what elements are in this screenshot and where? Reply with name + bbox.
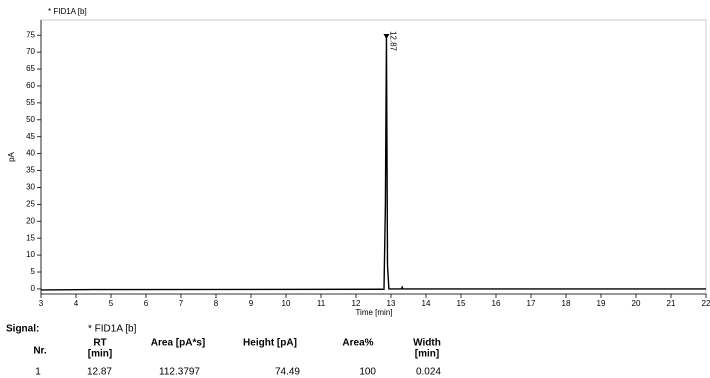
- column-header: Height [pA]: [243, 338, 297, 349]
- y-tick-label: 15: [26, 233, 35, 242]
- x-tick-label: 18: [562, 299, 571, 308]
- signal-label: Signal:: [6, 324, 39, 335]
- x-axis-label: Time [min]: [355, 308, 392, 317]
- y-tick-label: 0: [31, 284, 36, 293]
- x-tick-label: 19: [597, 299, 606, 308]
- column-header: RT: [93, 338, 106, 349]
- y-tick-label: 35: [26, 166, 35, 175]
- x-tick-label: 21: [667, 299, 676, 308]
- x-tick-label: 14: [422, 299, 431, 308]
- signal-trace: [40, 36, 706, 291]
- signal-name: * FID1A [b]: [88, 324, 137, 335]
- y-tick-label: 75: [26, 30, 35, 39]
- column-header: Width: [413, 338, 441, 349]
- column-header: [min]: [415, 349, 439, 360]
- table-cell: 0.024: [416, 367, 441, 378]
- x-tick-label: 9: [249, 299, 254, 308]
- x-tick-label: 17: [527, 299, 536, 308]
- y-tick-label: 25: [26, 199, 35, 208]
- y-axis-label: pA: [7, 151, 16, 161]
- y-tick-label: 40: [26, 149, 35, 158]
- y-tick-label: 50: [26, 115, 35, 124]
- plot-frame: [40, 19, 707, 295]
- y-tick-label: 45: [26, 132, 35, 141]
- y-tick-label: 55: [26, 98, 35, 107]
- y-tick-label: 10: [26, 250, 35, 259]
- x-tick-label: 15: [457, 299, 466, 308]
- y-tick-label: 20: [26, 216, 35, 225]
- x-tick-label: 16: [492, 299, 501, 308]
- y-tick-label: 30: [26, 183, 35, 192]
- x-tick-label: 12: [352, 299, 361, 308]
- y-tick-label: 60: [26, 81, 35, 90]
- y-tick-label: 70: [26, 47, 35, 56]
- x-tick-label: 5: [109, 299, 114, 308]
- column-header: Area%: [342, 338, 373, 349]
- y-tick-label: 5: [31, 267, 36, 276]
- x-tick-label: 3: [39, 299, 44, 308]
- peak-marker: [383, 33, 390, 39]
- x-tick-label: 11: [317, 299, 326, 308]
- column-header: Nr.: [33, 346, 47, 357]
- table-cell: 100: [359, 367, 376, 378]
- table-cell: 74.49: [275, 367, 300, 378]
- peak-label: 12.87: [388, 31, 397, 52]
- table-cell: 112.3797: [159, 367, 200, 378]
- x-tick-label: 22: [702, 299, 710, 308]
- x-tick-label: 6: [144, 299, 149, 308]
- x-tick-label: 8: [214, 299, 219, 308]
- table-cell: 1: [35, 367, 41, 378]
- column-header: Area [pA*s]: [151, 338, 205, 349]
- x-tick-label: 10: [282, 299, 291, 308]
- x-tick-label: 4: [74, 299, 79, 308]
- x-tick-label: 20: [632, 299, 641, 308]
- table-cell: 12.87: [87, 367, 112, 378]
- y-tick-label: 65: [26, 64, 35, 73]
- chart-title: * FID1A [b]: [48, 7, 87, 16]
- column-header: [min]: [88, 349, 112, 360]
- x-tick-label: 13: [387, 299, 396, 308]
- x-tick-label: 7: [179, 299, 184, 308]
